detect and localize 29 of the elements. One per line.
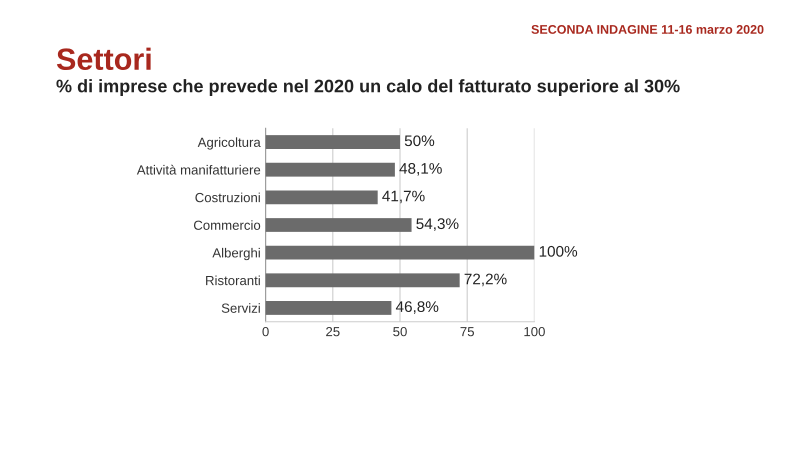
x-tick-label: 50	[393, 326, 407, 336]
x-tick-label: 25	[326, 326, 340, 336]
x-tick-label: 75	[460, 327, 474, 336]
x-tick-label: 0	[262, 326, 269, 336]
bar	[266, 273, 460, 288]
y-tick-label: Ristoranti	[206, 276, 260, 286]
data-label: 54,3%	[416, 218, 458, 231]
bar	[266, 246, 534, 260]
data-label: 41,7%	[382, 190, 425, 204]
data-label: 100%	[540, 246, 578, 257]
bar	[266, 190, 378, 204]
y-tick-label: Costruzioni	[195, 192, 260, 202]
y-tick-label: Alberghi	[212, 248, 260, 260]
data-label: 46,8%	[396, 301, 438, 314]
chart-title: Settori	[56, 48, 151, 70]
data-label: 48,1%	[399, 162, 442, 176]
y-tick-label: Servizi	[222, 303, 260, 313]
bar	[266, 218, 412, 232]
bar	[266, 301, 392, 315]
y-tick-label: Commercio	[194, 220, 260, 230]
x-tick-label: 100	[524, 326, 545, 336]
bar	[266, 162, 395, 177]
chart-subtitle: % di imprese che prevede nel 2020 un calo del fatturato superiore al 30%	[56, 79, 680, 96]
data-label: 50%	[404, 135, 434, 146]
bar	[266, 135, 400, 149]
data-label: 72,2%	[464, 274, 507, 286]
y-tick-label: Agricoltura	[198, 137, 261, 150]
text: SECONDA INDAGINE 11-16 marzo 2020	[531, 25, 764, 34]
y-tick-label: Attività manifatturiere	[136, 164, 260, 175]
